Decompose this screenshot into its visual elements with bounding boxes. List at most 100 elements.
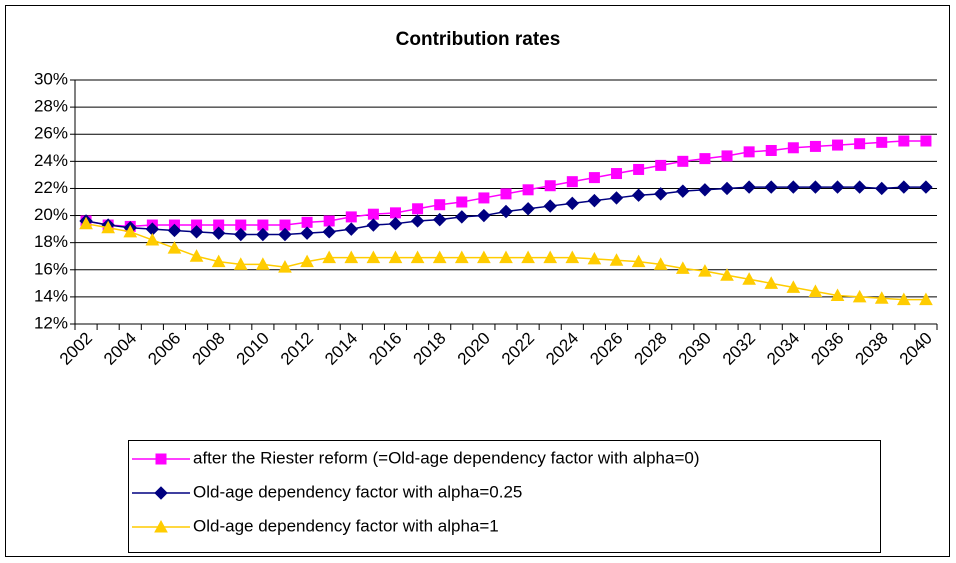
marker: [764, 276, 779, 289]
marker: [366, 218, 381, 232]
marker: [698, 183, 712, 197]
marker: [477, 208, 491, 223]
marker: [544, 180, 556, 192]
marker: [145, 232, 160, 246]
marker: [455, 210, 469, 224]
marker: [189, 225, 204, 239]
legend-label: after the Riester reform (=Old-age depen…: [193, 448, 700, 467]
marker: [366, 250, 381, 264]
marker: [875, 181, 889, 196]
marker: [565, 250, 580, 264]
marker: [434, 199, 446, 211]
marker: [233, 257, 248, 270]
marker: [654, 187, 668, 201]
marker: [154, 486, 168, 500]
marker: [852, 289, 867, 303]
marker: [256, 257, 270, 270]
marker: [389, 207, 401, 219]
marker: [344, 222, 358, 236]
legend-box: [128, 440, 881, 553]
y-tick-label: 18%: [34, 232, 68, 251]
y-tick-label: 12%: [34, 313, 68, 332]
marker: [898, 135, 910, 147]
marker: [301, 216, 313, 228]
marker: [344, 250, 359, 264]
y-tick-label: 26%: [34, 124, 68, 143]
marker: [410, 250, 425, 264]
marker: [765, 144, 777, 156]
marker: [609, 253, 624, 266]
marker: [367, 208, 379, 220]
marker: [655, 159, 667, 171]
marker: [189, 249, 204, 262]
marker: [500, 188, 512, 200]
marker: [631, 254, 646, 268]
marker: [720, 181, 734, 196]
marker: [412, 203, 424, 215]
marker: [786, 280, 801, 293]
marker: [566, 176, 578, 188]
y-tick-label: 24%: [34, 151, 68, 170]
marker: [609, 191, 624, 205]
marker: [456, 196, 468, 208]
marker: [874, 291, 889, 304]
marker: [388, 250, 403, 264]
legend-label: Old-age dependency factor with alpha=1: [193, 516, 499, 535]
marker: [699, 153, 711, 165]
marker: [677, 155, 689, 167]
marker: [543, 199, 557, 213]
marker: [278, 227, 292, 242]
marker: [809, 140, 821, 152]
marker: [155, 453, 167, 465]
marker: [278, 260, 292, 273]
marker: [322, 250, 337, 264]
marker: [587, 251, 602, 265]
marker: [808, 180, 823, 194]
marker: [830, 288, 845, 302]
marker: [742, 272, 756, 285]
marker: [522, 184, 534, 196]
y-tick-label: 16%: [34, 259, 68, 278]
marker: [852, 180, 867, 194]
marker: [876, 136, 888, 148]
marker: [588, 172, 600, 184]
marker: [854, 138, 866, 150]
marker: [920, 135, 932, 147]
marker: [256, 227, 270, 242]
chart-title: Contribution rates: [396, 29, 561, 50]
marker: [211, 254, 226, 268]
marker: [300, 226, 314, 240]
marker: [454, 250, 469, 264]
marker: [300, 254, 314, 268]
marker: [477, 250, 491, 264]
marker: [565, 196, 580, 211]
marker: [478, 192, 490, 204]
marker: [897, 180, 911, 194]
marker: [653, 257, 668, 270]
marker: [101, 220, 115, 234]
marker: [123, 224, 138, 238]
marker: [631, 188, 646, 202]
marker: [897, 292, 911, 306]
marker: [611, 168, 623, 180]
marker: [154, 519, 168, 533]
marker: [432, 212, 447, 227]
marker: [786, 180, 801, 194]
marker: [919, 180, 933, 194]
y-tick-label: 22%: [34, 178, 68, 197]
marker: [743, 146, 755, 158]
marker: [432, 250, 447, 264]
marker: [322, 225, 336, 239]
marker: [676, 184, 690, 198]
marker: [675, 261, 690, 274]
marker: [345, 211, 357, 223]
marker: [587, 193, 602, 208]
marker: [919, 292, 933, 306]
marker: [521, 250, 535, 264]
marker: [79, 216, 93, 230]
marker: [698, 264, 712, 277]
marker: [721, 150, 733, 162]
marker: [167, 241, 182, 254]
marker: [521, 202, 535, 216]
